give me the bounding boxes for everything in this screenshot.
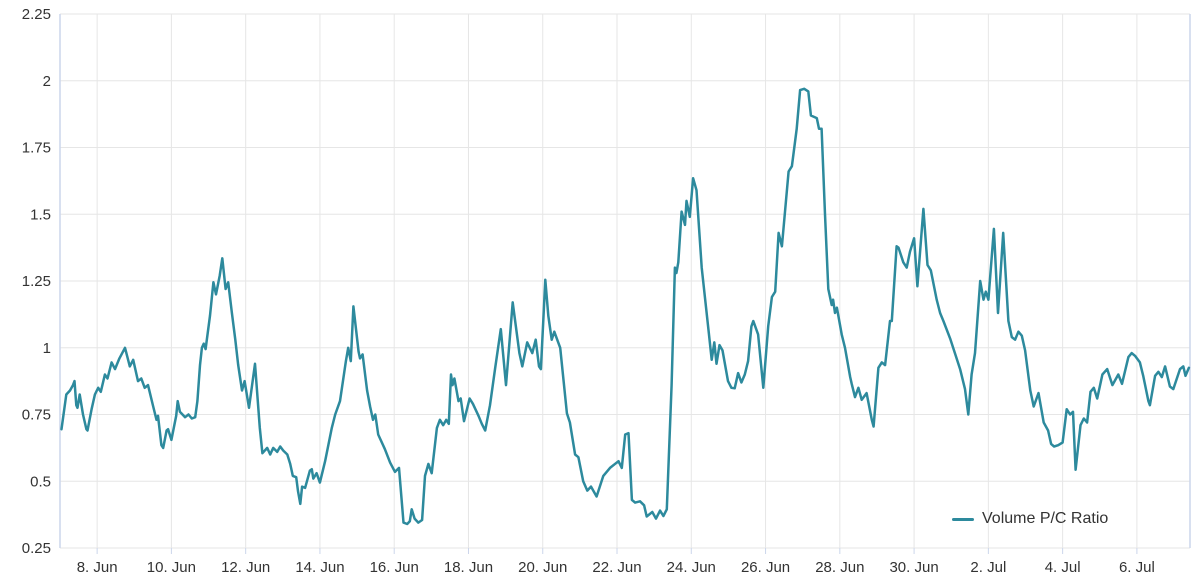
y-axis-tick-label: 0.5 [30,473,51,490]
legend-label: Volume P/C Ratio [982,510,1109,527]
y-axis-tick-label: 1.5 [30,206,51,223]
x-axis-tick-label: 18. Jun [444,559,493,576]
x-axis-tick-label: 10. Jun [147,559,196,576]
y-axis-tick-label: 0.25 [22,540,51,557]
y-axis-tick-label: 2.25 [22,6,51,23]
x-axis-tick-label: 2. Jul [970,559,1006,576]
y-axis-tick-label: 1.25 [22,273,51,290]
x-axis-tick-label: 26. Jun [741,559,790,576]
x-axis-tick-label: 30. Jun [889,559,938,576]
x-axis-tick-label: 24. Jun [667,559,716,576]
x-axis-tick-label: 8. Jun [77,559,118,576]
series-line-volume-pc-ratio[interactable] [60,87,1191,526]
x-axis-tick-label: 20. Jun [518,559,567,576]
y-axis-tick-label: 1.75 [22,140,51,157]
x-axis-tick-label: 22. Jun [592,559,641,576]
x-axis-tick-label: 14. Jun [295,559,344,576]
x-axis-tick-label: 28. Jun [815,559,864,576]
x-axis-tick-label: 4. Jul [1045,559,1081,576]
y-axis-tick-label: 2 [43,73,51,90]
y-axis-tick-label: 1 [43,340,51,357]
y-axis-tick-label: 0.75 [22,407,51,424]
legend-item-volume-pc-ratio[interactable]: Volume P/C Ratio [952,510,1108,528]
x-axis-tick-label: 6. Jul [1119,559,1155,576]
x-axis-tick-label: 16. Jun [370,559,419,576]
legend-line-marker [952,517,974,521]
x-axis-tick-label: 12. Jun [221,559,270,576]
